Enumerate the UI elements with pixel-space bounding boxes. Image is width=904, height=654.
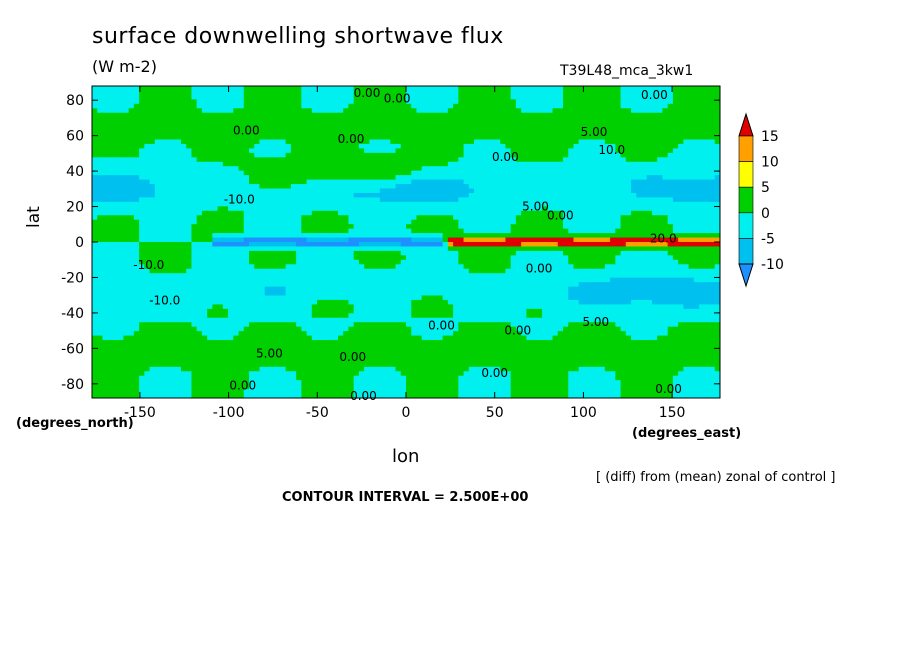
- contour-label: 0.00: [526, 262, 553, 276]
- colorbar-swatch: [738, 212, 754, 239]
- colorbar-tick-label: -5: [761, 231, 775, 247]
- contour-label: 5.00: [582, 315, 609, 329]
- y-tick-label: -40: [61, 306, 84, 322]
- contour-label: -10.0: [149, 294, 180, 308]
- contour-label: 0.00: [384, 91, 411, 105]
- y-tick-label: 0: [75, 235, 84, 251]
- contour-label: 0.00: [655, 382, 682, 396]
- contour-label: 0.00: [492, 150, 519, 164]
- contour-label: 0.00: [339, 350, 366, 364]
- x-tick-label: -50: [306, 405, 329, 421]
- contour-label: 5.00: [522, 200, 549, 214]
- contour-label: 0.00: [354, 86, 381, 100]
- contour-label: 0.00: [350, 389, 377, 403]
- x-axis-label: lon: [392, 446, 420, 467]
- contour-label: 0.00: [229, 379, 256, 393]
- y-tick-label: -80: [61, 377, 84, 393]
- y-tick-label: -60: [61, 341, 84, 357]
- colorbar-tick-label: 5: [761, 180, 770, 196]
- y-tick-label: -20: [61, 270, 84, 286]
- y-tick-label: 20: [66, 200, 84, 216]
- colorbar-tick-label: 0: [761, 206, 770, 222]
- colorbar-tick-label: 10: [761, 155, 779, 171]
- contour-label: -10.0: [133, 258, 164, 272]
- contour-label: 5.00: [256, 347, 283, 361]
- contour-label: 5.00: [581, 125, 608, 139]
- contour-label: 0.00: [233, 123, 260, 137]
- contour-label: 0.00: [504, 324, 531, 338]
- y-tick-label: 40: [66, 164, 84, 180]
- colorbar-min-arrow: [738, 263, 754, 288]
- x-tick-label: -100: [213, 405, 245, 421]
- contour-label: 0.00: [338, 132, 365, 146]
- units-label: (W m-2): [92, 57, 157, 76]
- y-tick-label: 80: [66, 93, 84, 109]
- x-tick-label: -150: [124, 405, 156, 421]
- heatmap-field: [92, 86, 720, 398]
- contour-label: 0.00: [428, 318, 455, 332]
- colorbar-max-arrow: [738, 112, 754, 137]
- x-tick-label: 100: [570, 405, 597, 421]
- chart-title: surface downwelling shortwave flux: [92, 24, 504, 49]
- contour-label: 10.0: [598, 143, 625, 157]
- x-tick-label: 150: [659, 405, 686, 421]
- y-tick-label: 60: [66, 129, 84, 145]
- contour-label: 0.00: [481, 366, 508, 380]
- colorbar-swatch: [738, 161, 754, 188]
- contour-label: 0.00: [641, 88, 668, 102]
- x-tick-label: 0: [402, 405, 411, 421]
- x-tick-label: 50: [486, 405, 504, 421]
- diff-note: [ (diff) from (mean) zonal of control ]: [596, 470, 836, 485]
- colorbar-swatch: [738, 135, 754, 162]
- x-unit-note: (degrees_east): [632, 426, 742, 441]
- colorbar-tick-label: -10: [761, 257, 784, 273]
- y-unit-note: (degrees_north): [16, 416, 134, 431]
- contour-label: 0.00: [547, 208, 574, 222]
- colorbar-tick-label: 15: [761, 129, 779, 145]
- contour-label: 20.0: [650, 231, 677, 245]
- run-id-label: T39L48_mca_3kw1: [560, 63, 694, 79]
- colorbar-swatch: [738, 186, 754, 214]
- colorbar-swatch: [738, 238, 754, 265]
- contour-label: -10.0: [224, 192, 255, 206]
- contour-interval-note: CONTOUR INTERVAL = 2.500E+00: [282, 490, 529, 505]
